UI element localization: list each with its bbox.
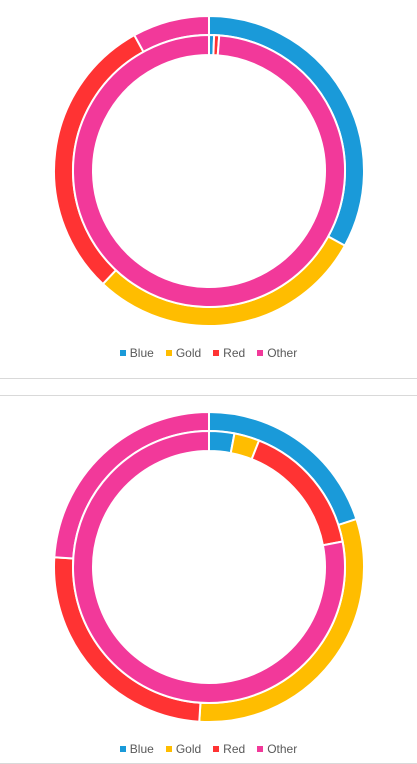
legend-label-gold: Gold [175, 346, 202, 360]
legend-item-blue[interactable]: Blue [119, 742, 154, 756]
legend-label-blue: Blue [129, 742, 154, 756]
legend-item-red[interactable]: Red [213, 742, 245, 756]
inner-ring-slice-other[interactable] [72, 429, 346, 704]
legend-swatch-red [213, 350, 220, 356]
legend-item-gold[interactable]: Gold [165, 742, 202, 756]
legend-swatch-other [257, 746, 264, 752]
legend-item-other[interactable]: Other [257, 742, 297, 756]
legend-item-other[interactable]: Other [257, 346, 297, 360]
inner-ring-slice-other[interactable] [72, 33, 346, 308]
legend-item-blue[interactable]: Blue [119, 346, 154, 360]
legend-label-other: Other [267, 742, 298, 756]
donut-chart-1 [53, 14, 365, 327]
legend-label-gold: Gold [175, 742, 202, 756]
legend-item-red[interactable]: Red [213, 346, 245, 360]
donut-chart-2 [53, 410, 365, 723]
chart-panel-2: Blue Gold Red Other [0, 395, 417, 764]
legend-swatch-blue [119, 350, 126, 356]
legend-label-other: Other [267, 346, 298, 360]
legend-swatch-gold [165, 746, 172, 752]
legend-2: Blue Gold Red Other [0, 742, 417, 756]
legend-label-red: Red [223, 742, 246, 756]
legend-swatch-blue [119, 746, 126, 752]
legend-swatch-red [213, 746, 220, 752]
legend-swatch-gold [165, 350, 172, 356]
chart-panel-1: Blue Gold Red Other [0, 0, 417, 379]
legend-1: Blue Gold Red Other [0, 346, 417, 360]
legend-item-gold[interactable]: Gold [165, 346, 202, 360]
legend-swatch-other [257, 350, 264, 356]
legend-label-blue: Blue [129, 346, 154, 360]
legend-label-red: Red [223, 346, 246, 360]
